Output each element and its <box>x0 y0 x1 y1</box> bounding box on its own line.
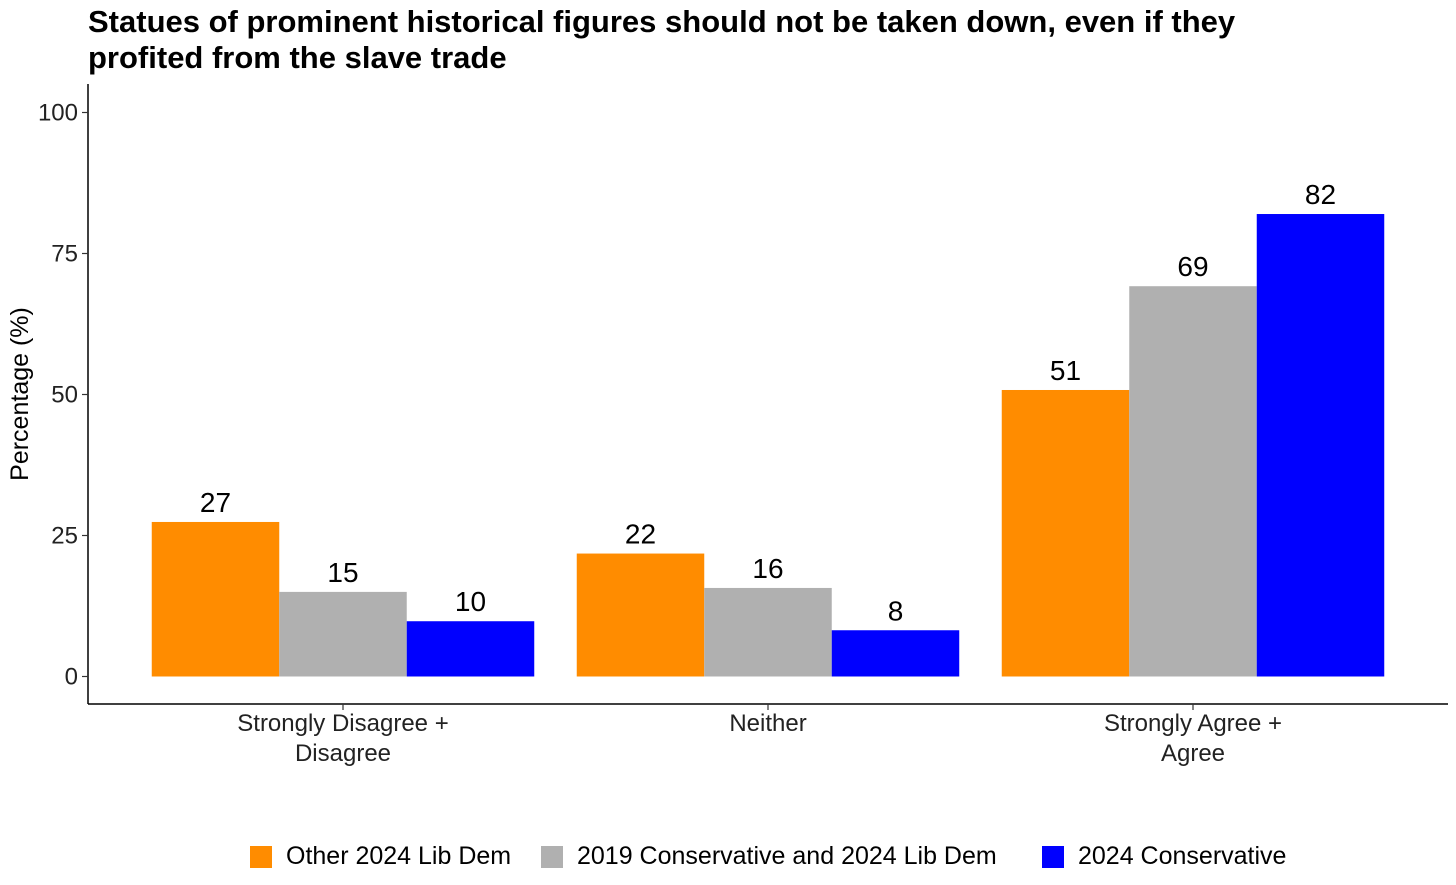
bar-2-0 <box>1001 389 1130 677</box>
x-tick-label: Strongly Disagree + <box>237 710 448 737</box>
bar-0-0 <box>151 521 280 677</box>
bar-value-label: 16 <box>752 553 783 584</box>
bar-value-label: 69 <box>1177 251 1208 282</box>
y-tick-label: 50 <box>51 382 78 409</box>
y-tick-label: 25 <box>51 523 78 550</box>
bar-value-label: 27 <box>200 487 231 518</box>
y-tick-label: 0 <box>65 664 78 691</box>
y-tick-label: 75 <box>51 241 78 268</box>
y-axis-title: Percentage (%) <box>6 307 34 481</box>
bar-2-1 <box>1129 286 1257 677</box>
bar-value-label: 22 <box>625 519 656 550</box>
bar-1-0 <box>576 553 705 677</box>
legend-swatch-2024-conservative <box>1042 845 1064 868</box>
x-tick-label: Strongly Agree + <box>1104 710 1282 737</box>
y-tick-label: 100 <box>38 100 78 127</box>
x-tick-label: Neither <box>729 710 806 737</box>
legend-label-2019-con-2024-lib-dem: 2019 Conservative and 2024 Lib Dem <box>577 842 997 870</box>
bar-value-label: 15 <box>327 557 358 588</box>
x-tick-label: Agree <box>1161 740 1225 767</box>
x-tick-label: Disagree <box>295 740 391 767</box>
legend-item-2024-conservative: 2024 Conservative <box>1042 842 1286 871</box>
legend: Other 2024 Lib Dem 2019 Conservative and… <box>0 842 1456 876</box>
bar-0-1 <box>279 591 407 677</box>
legend-label-2024-conservative: 2024 Conservative <box>1078 842 1287 870</box>
legend-swatch-2019-con-2024-lib-dem <box>541 845 563 868</box>
legend-item-other-2024-lib-dem: Other 2024 Lib Dem <box>250 842 511 871</box>
legend-swatch-other-2024-lib-dem <box>250 845 272 868</box>
bar-chart: 0 25 50 75 100 Percentage (%) 27 15 10 Strongly D… <box>6 84 1448 767</box>
bar-1-2 <box>831 630 960 677</box>
bar-value-label: 82 <box>1305 179 1336 210</box>
legend-label-other-2024-lib-dem: Other 2024 Lib Dem <box>286 842 512 870</box>
bar-2-2 <box>1256 214 1385 677</box>
bar-value-label: 10 <box>455 586 486 617</box>
bar-0-2 <box>406 621 535 677</box>
bar-value-label: 51 <box>1050 355 1081 386</box>
chart-title: Statues of prominent historical figures … <box>88 4 1418 76</box>
chart-title-line-1: Statues of prominent historical figures … <box>88 4 1236 39</box>
chart-title-line-2: profited from the slave trade <box>88 40 507 75</box>
bar-value-label: 8 <box>888 595 904 626</box>
bar-1-1 <box>704 587 832 677</box>
legend-item-2019-con-2024-lib-dem: 2019 Conservative and 2024 Lib Dem <box>541 842 997 871</box>
